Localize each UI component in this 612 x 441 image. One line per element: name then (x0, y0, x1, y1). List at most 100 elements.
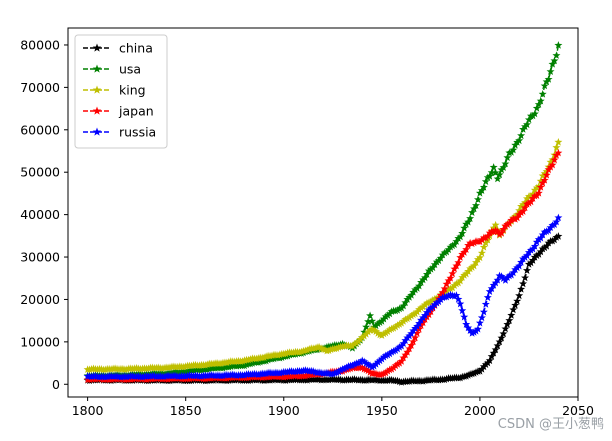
point-usa-1967 (411, 285, 420, 294)
point-russia-2028 (530, 242, 539, 250)
point-russia-1944 (366, 361, 375, 369)
point-russia-1988 (452, 291, 461, 299)
point-russia-1959 (395, 343, 404, 351)
point-russia-1991 (458, 306, 467, 315)
x-tick-label-2050: 2050 (562, 403, 594, 418)
point-usa-1949 (375, 318, 384, 326)
point-usa-1947 (371, 321, 380, 330)
point-japan-1965 (407, 341, 416, 349)
point-russia-1946 (370, 361, 378, 370)
point-king-1912 (303, 346, 312, 354)
point-china-2020 (515, 291, 524, 300)
point-japan-1985 (446, 274, 455, 282)
point-china-1982 (440, 375, 449, 384)
point-usa-2006 (487, 168, 496, 177)
point-russia-2002 (479, 307, 488, 316)
point-usa-2020 (515, 136, 524, 145)
point-japan-1997 (470, 238, 479, 247)
point-king-1999 (473, 255, 482, 263)
point-king-2020 (515, 206, 524, 215)
point-usa-2017 (509, 145, 518, 154)
point-russia-1939 (356, 358, 365, 366)
point-russia-2039 (552, 217, 561, 226)
point-king-1945 (368, 325, 377, 333)
point-japan-1982 (440, 284, 449, 293)
point-king-1974 (424, 298, 433, 307)
point-usa-2039 (552, 51, 561, 59)
point-king-1883 (246, 355, 255, 363)
point-russia-1977 (430, 300, 439, 309)
point-king-1943 (364, 327, 373, 336)
x-tick-label-1850: 1850 (170, 403, 202, 418)
point-king-1961 (399, 317, 408, 325)
point-japan-1960 (397, 357, 406, 365)
point-king-1952 (381, 328, 390, 337)
point-usa-1943 (364, 317, 373, 326)
point-china-2012 (499, 329, 508, 338)
point-usa-1884 (248, 359, 257, 367)
point-russia-1931 (340, 364, 349, 373)
point-king-1951 (379, 329, 388, 338)
point-usa-2035 (544, 75, 553, 83)
point-china-2040 (554, 232, 563, 240)
point-usa-1989 (454, 234, 463, 242)
y-tick-label-30000: 30000 (20, 250, 60, 265)
point-king-2000 (475, 253, 484, 262)
point-usa-2005 (485, 172, 494, 180)
point-japan-1951 (379, 369, 388, 378)
point-japan-2038 (550, 155, 559, 164)
point-russia-1954 (385, 349, 394, 358)
point-russia-2034 (542, 227, 551, 235)
point-russia-2040 (554, 213, 563, 222)
point-russia-2018 (511, 265, 520, 274)
point-usa-2019 (513, 138, 522, 146)
point-japan-1996 (468, 239, 477, 248)
point-usa-1942 (362, 322, 371, 331)
point-russia-1952 (381, 351, 390, 360)
point-usa-1880 (240, 361, 249, 370)
plot-frame (67, 27, 579, 398)
x-tick-label-2000: 2000 (464, 403, 496, 418)
point-king-1987 (450, 281, 459, 290)
point-china-2009 (493, 341, 502, 350)
point-king-1939 (356, 335, 365, 343)
point-usa-2004 (483, 173, 492, 182)
point-king-1842 (166, 363, 174, 371)
point-japan-2013 (501, 221, 510, 230)
point-usa-2009 (493, 174, 502, 183)
point-japan-2010 (495, 230, 504, 238)
point-russia-1990 (456, 299, 465, 308)
point-china-1990 (456, 373, 465, 382)
point-russia-1953 (383, 350, 392, 359)
point-usa-2040 (554, 41, 563, 49)
point-king-1957 (391, 322, 400, 331)
point-usa-1975 (426, 265, 435, 273)
point-japan-2037 (548, 160, 557, 169)
y-tick-label-50000: 50000 (20, 165, 60, 180)
point-china-2039 (552, 233, 561, 241)
point-russia-2004 (483, 293, 492, 301)
point-china-2028 (530, 253, 539, 261)
point-king-1970 (417, 303, 426, 312)
point-usa-2036 (546, 67, 555, 76)
point-china-2010 (495, 337, 504, 346)
point-russia-1978 (432, 298, 441, 307)
point-japan-2034 (542, 170, 551, 179)
point-king-1985 (446, 284, 455, 293)
point-king-1962 (401, 315, 410, 323)
legend-label-japan: japan (118, 104, 154, 119)
legend-item-japan: japan (83, 104, 154, 119)
point-russia-1950 (377, 354, 386, 363)
point-russia-1949 (375, 356, 384, 365)
point-russia-2012 (499, 274, 508, 283)
point-king-1976 (428, 295, 437, 304)
point-japan-1943 (364, 366, 373, 375)
point-japan-2021 (517, 208, 526, 217)
point-china-1998 (472, 368, 480, 376)
point-russia-1987 (450, 292, 459, 300)
series-layer (83, 41, 563, 386)
point-china-2008 (491, 345, 500, 354)
point-russia-1999 (473, 324, 482, 333)
point-usa-1999 (473, 195, 482, 204)
